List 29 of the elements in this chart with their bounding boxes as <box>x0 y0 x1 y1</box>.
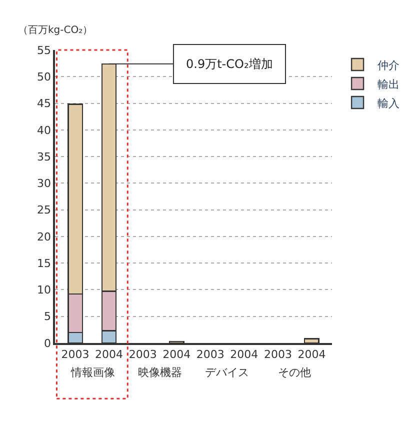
y-tick-label: 10 <box>37 284 52 297</box>
text: 情報画像 <box>70 366 115 379</box>
x-tick-label: 2004 <box>298 348 326 361</box>
y-tick-label: 5 <box>44 310 52 324</box>
y-tick-label: 0 <box>44 336 52 350</box>
y-tick-label: 40 <box>37 124 52 137</box>
y-tick-label: 55 <box>37 44 52 57</box>
y-tick-label: 25 <box>37 204 52 217</box>
text: その他 <box>278 366 311 379</box>
y-tick-label: 45 <box>37 97 52 110</box>
text: 映像機器 <box>138 366 182 379</box>
x-tick-label: 2003 <box>264 348 292 361</box>
y-tick-label: 20 <box>37 230 52 244</box>
y-tick-label: 35 <box>37 150 52 164</box>
x-tick-label: 2003 <box>128 348 157 361</box>
y-axis-title: （百万kg-CO₂） <box>18 25 93 36</box>
legend-label: 仲介 <box>378 58 400 72</box>
x-tick-label: 2004 <box>95 348 124 361</box>
x-tick-label: 2004 <box>230 348 258 361</box>
y-tick-label: 30 <box>37 177 52 190</box>
y-tick-label: 50 <box>37 70 52 84</box>
legend-label: 輸入 <box>378 96 400 110</box>
x-tick-label: 2003 <box>196 348 224 361</box>
x-tick-label: 2004 <box>162 348 191 361</box>
text: デバイス <box>205 366 249 379</box>
annotation: 0.9万t-CO₂増加 <box>186 57 273 71</box>
x-tick-label: 2003 <box>61 348 90 361</box>
legend-label: 輸出 <box>378 78 400 91</box>
y-tick-label: 15 <box>37 256 52 270</box>
